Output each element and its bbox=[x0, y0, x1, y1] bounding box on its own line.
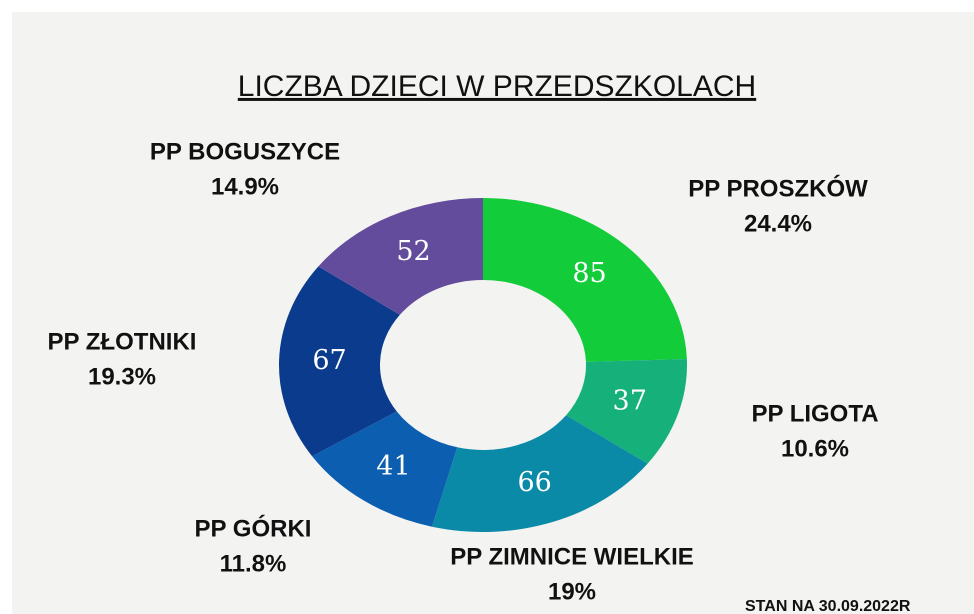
category-label: PP LIGOTA bbox=[751, 400, 878, 427]
value-label: 37 bbox=[613, 385, 647, 416]
category-label: PP GÓRKI bbox=[195, 514, 312, 542]
percent-label: 19.3% bbox=[88, 363, 156, 390]
donut-slice bbox=[431, 415, 648, 532]
category-label: PP ZŁOTNIKI bbox=[48, 328, 197, 355]
value-label: 52 bbox=[396, 236, 430, 267]
percent-label: 19% bbox=[548, 578, 596, 605]
donut-slice bbox=[279, 266, 400, 457]
value-label: 66 bbox=[517, 467, 551, 498]
donut-slice bbox=[483, 198, 687, 362]
donut-slice bbox=[318, 198, 483, 315]
donut-slice bbox=[312, 411, 458, 527]
percent-label: 14.9% bbox=[211, 173, 279, 200]
value-label: 85 bbox=[572, 258, 606, 289]
donut-slice bbox=[566, 358, 687, 464]
category-label: PP ZIMNICE WIELKIE bbox=[450, 543, 694, 570]
note: STAN NA 30.09.2022R bbox=[745, 598, 911, 614]
percent-label: 24.4% bbox=[744, 210, 812, 237]
category-label: PP PROSZKÓW bbox=[688, 174, 868, 202]
percent-label: 11.8% bbox=[220, 550, 287, 577]
percent-label: 10.6% bbox=[781, 435, 849, 462]
value-label: 41 bbox=[376, 451, 410, 482]
chart-title: LICZBA DZIECI W PRZEDSZKOLACH bbox=[238, 70, 756, 103]
category-label: PP BOGUSZYCE bbox=[150, 138, 340, 165]
value-label: 67 bbox=[312, 345, 346, 376]
